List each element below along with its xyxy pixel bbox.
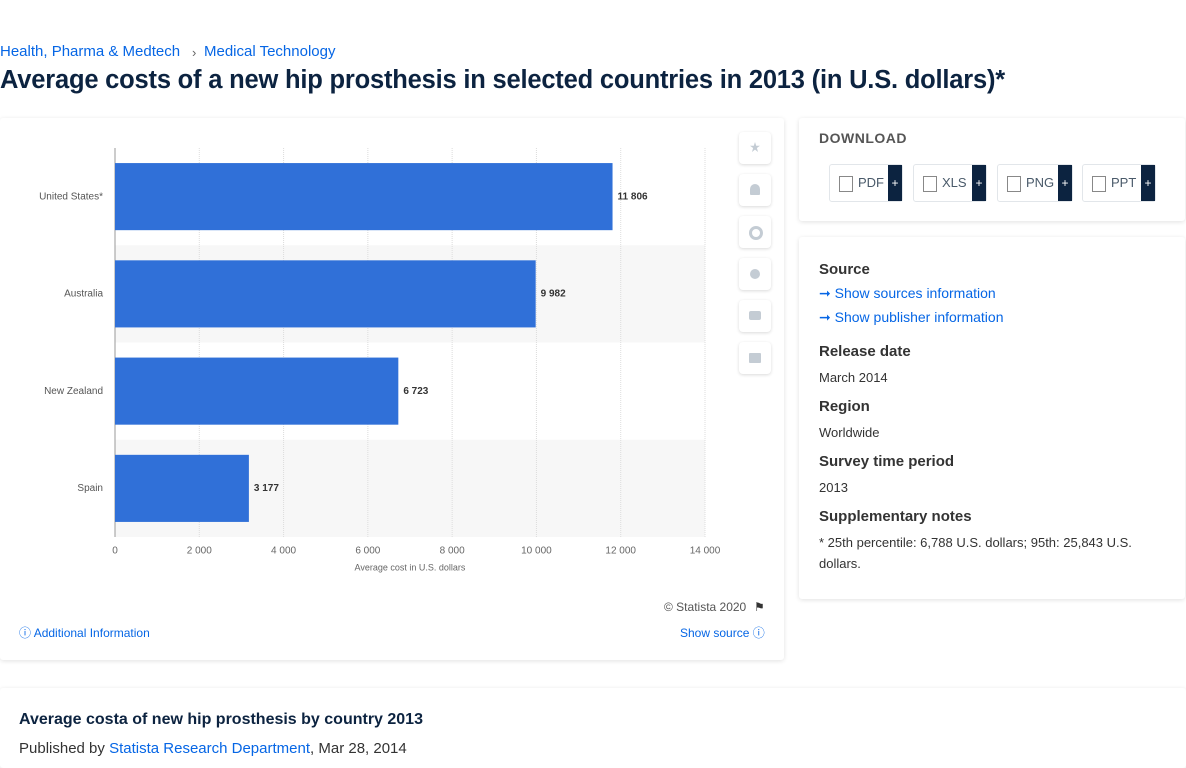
copyright: © Statista 2020 xyxy=(664,600,747,614)
breadcrumb-link[interactable]: Health, Pharma & Medtech xyxy=(0,43,181,60)
x-axis-title: Average cost in U.S. dollars xyxy=(355,562,466,572)
notification-button[interactable] xyxy=(739,174,771,206)
file-icon xyxy=(839,176,853,192)
x-tick-label: 6 000 xyxy=(355,546,380,557)
download-button[interactable]: PDF + xyxy=(829,164,903,202)
favorite-button[interactable] xyxy=(739,132,771,164)
additional-info-link[interactable]: ⓘ Additional Information xyxy=(19,626,150,640)
bar xyxy=(115,454,249,522)
download-label: PDF xyxy=(858,175,884,190)
detail-label: Release date xyxy=(819,343,911,360)
bar xyxy=(115,163,613,231)
sources-link[interactable]: ➞ Show sources information xyxy=(819,285,996,301)
publisher-link[interactable]: ➞ Show publisher information xyxy=(819,309,1004,325)
article-title: Average costa of new hip prosthesis by c… xyxy=(19,711,423,728)
download-plus: + xyxy=(1058,165,1072,201)
x-tick-label: 2 000 xyxy=(187,546,212,557)
download-button[interactable]: PNG + xyxy=(997,164,1073,202)
x-tick-label: 14 000 xyxy=(690,546,721,557)
file-icon xyxy=(1092,176,1106,192)
detail-label: Survey time period xyxy=(819,453,955,470)
detail-value: * 25th percentile: 6,788 U.S. dollars; 9… xyxy=(819,535,1132,571)
x-tick-label: 8 000 xyxy=(440,546,465,557)
value-label: 11 806 xyxy=(618,191,648,202)
download-label: XLS xyxy=(942,175,967,190)
published-by: Published by xyxy=(19,740,105,757)
chart-card: 0 2 000 4 000 6 000 8 000 10 000 12 000 14 000 A… xyxy=(0,118,784,660)
show-source-link[interactable]: Show source ⓘ xyxy=(680,626,765,640)
source-heading: Source xyxy=(819,261,870,278)
article-date: , Mar 28, 2014 xyxy=(310,740,407,757)
share-button[interactable] xyxy=(739,258,771,290)
detail-value: 2013 xyxy=(819,480,848,495)
y-tick-label: New Zealand xyxy=(44,386,103,397)
y-tick-label: Australia xyxy=(64,289,103,300)
detail-label: Supplementary notes xyxy=(819,508,972,525)
download-plus: + xyxy=(972,165,986,201)
bar xyxy=(115,260,536,328)
bar xyxy=(115,357,399,425)
download-button[interactable]: XLS + xyxy=(913,164,987,202)
flag-icon[interactable]: ⚑ xyxy=(754,600,765,614)
breadcrumb-link[interactable]: Medical Technology xyxy=(204,43,336,60)
y-tick-label: Spain xyxy=(77,483,103,494)
x-tick-label: 0 xyxy=(112,546,118,557)
detail-value: March 2014 xyxy=(819,370,888,385)
x-tick-label: 10 000 xyxy=(521,546,552,557)
download-heading: DOWNLOAD xyxy=(819,130,907,146)
value-label: 6 723 xyxy=(403,386,428,397)
detail-value: Worldwide xyxy=(819,425,880,440)
show-source-text: Show source xyxy=(680,626,750,640)
page-title: Average costs of a new hip prosthesis in… xyxy=(0,66,1005,94)
author-link[interactable]: Statista Research Department xyxy=(109,740,311,757)
value-label: 3 177 xyxy=(254,483,279,494)
file-icon xyxy=(1007,176,1021,192)
print-button[interactable] xyxy=(739,342,771,374)
article-card: Average costa of new hip prosthesis by c… xyxy=(0,688,1186,768)
cite-button[interactable] xyxy=(739,300,771,332)
x-tick-label: 4 000 xyxy=(271,546,296,557)
breadcrumb-separator: › xyxy=(192,45,197,60)
chart: 0 2 000 4 000 6 000 8 000 10 000 12 000 14 000 A… xyxy=(39,148,721,572)
download-card: DOWNLOAD PDF + XLS + PNG + PPT + xyxy=(799,118,1185,221)
download-button[interactable]: PPT + xyxy=(1082,164,1156,202)
file-icon xyxy=(923,176,937,192)
publisher-link-text: Show publisher information xyxy=(834,309,1004,325)
download-label: PPT xyxy=(1111,175,1137,190)
article-byline: Published by Statista Research Departmen… xyxy=(19,740,407,757)
download-plus: + xyxy=(888,165,902,201)
x-tick-label: 12 000 xyxy=(605,546,636,557)
details-card: Source ➞ Show sources information ➞ Show… xyxy=(799,237,1185,599)
additional-info-text: Additional Information xyxy=(33,626,150,640)
download-plus: + xyxy=(1141,165,1155,201)
settings-button[interactable] xyxy=(739,216,771,248)
y-tick-label: United States* xyxy=(39,191,103,202)
detail-label: Region xyxy=(819,398,870,415)
sources-link-text: Show sources information xyxy=(834,285,996,301)
value-label: 9 982 xyxy=(541,289,566,300)
download-label: PNG xyxy=(1026,175,1055,190)
